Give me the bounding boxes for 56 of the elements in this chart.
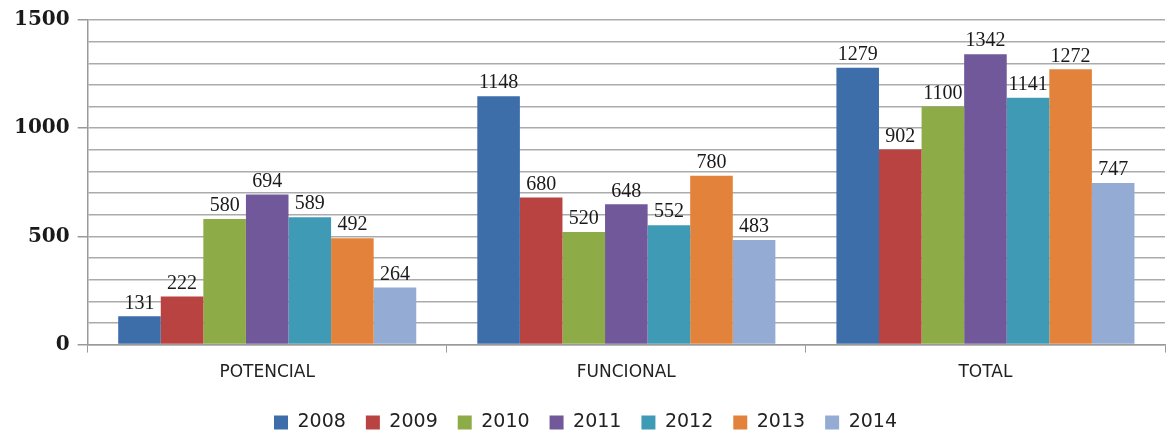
y-tick-label: 0 [55, 330, 70, 355]
data-label: 747 [1098, 157, 1129, 180]
bar [732, 240, 776, 344]
bar [373, 287, 417, 344]
bar [964, 54, 1007, 344]
bar [605, 204, 648, 344]
data-label: 648 [611, 178, 642, 201]
legend-label: 2010 [481, 409, 530, 432]
y-tick-label: 1000 [13, 114, 70, 139]
data-label: 680 [526, 171, 557, 194]
legend-label: 2009 [389, 409, 438, 432]
data-label: 580 [209, 193, 240, 216]
data-label: 1100 [923, 80, 963, 103]
legend-label: 2011 [573, 409, 622, 432]
data-label: 552 [653, 199, 684, 222]
legend-label: 2013 [756, 409, 806, 432]
bar [1049, 69, 1092, 344]
x-tick-label: FUNCIONAL [576, 361, 677, 382]
bar [647, 225, 691, 344]
bar [690, 175, 733, 344]
data-label: 589 [294, 191, 325, 214]
bar [118, 316, 161, 344]
bar [836, 67, 879, 344]
y-tick-label: 500 [27, 222, 70, 247]
data-label: 131 [124, 290, 155, 313]
y-tick-label: 1500 [13, 6, 70, 31]
bar [921, 106, 965, 344]
legend-label: 2012 [664, 409, 714, 432]
data-label: 483 [739, 214, 770, 237]
data-label: 1342 [965, 28, 1006, 51]
data-label: 902 [885, 123, 916, 146]
data-label: 1272 [1050, 43, 1091, 66]
bar [477, 96, 520, 344]
bar [288, 217, 332, 344]
bar [1091, 182, 1135, 344]
data-label: 694 [252, 168, 283, 191]
bar [562, 232, 606, 344]
legend-label: 2008 [297, 409, 346, 432]
legend-label: 2014 [848, 409, 897, 432]
data-label: 1148 [478, 70, 519, 93]
bar [245, 194, 289, 344]
bar [1006, 97, 1050, 344]
data-label: 1279 [837, 42, 878, 65]
bar [331, 238, 374, 344]
data-label: 780 [696, 150, 727, 173]
data-label: 222 [167, 270, 198, 293]
data-label: 492 [337, 212, 368, 235]
data-label: 264 [379, 261, 410, 284]
bar [519, 197, 563, 344]
bar [203, 219, 246, 344]
bar [878, 149, 922, 344]
x-tick-label: TOTAL [957, 361, 1013, 382]
data-label: 520 [568, 206, 599, 229]
bar [160, 296, 204, 344]
data-label: 1141 [1008, 71, 1048, 94]
x-tick-label: POTENCIAL [219, 361, 316, 382]
